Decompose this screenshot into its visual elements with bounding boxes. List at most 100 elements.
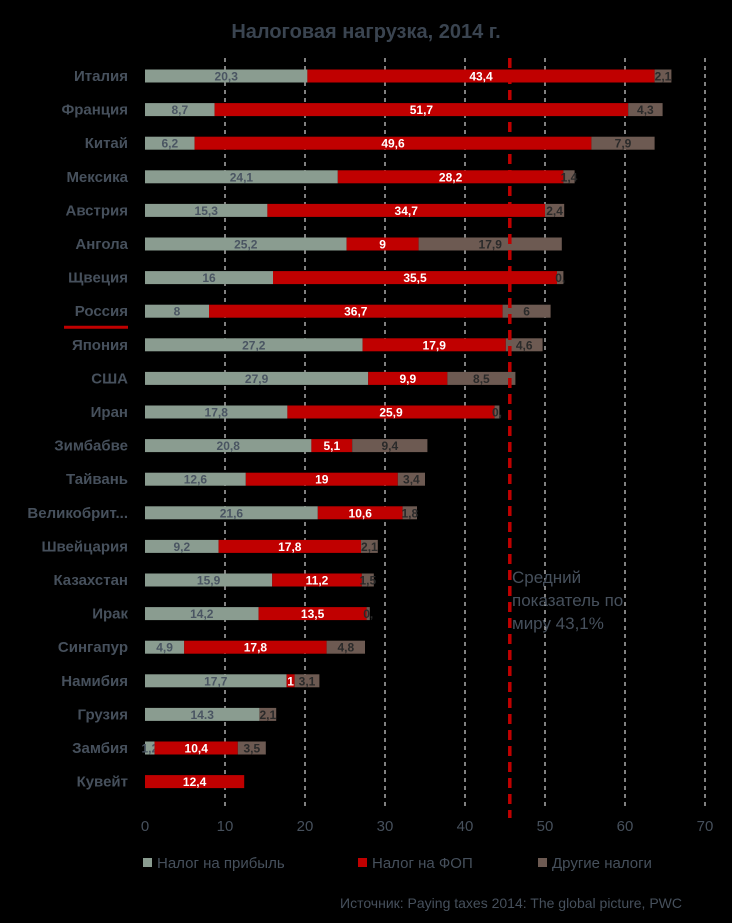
data-label-other-9: 8,5 [473,372,490,386]
country-label-8: Япония [72,337,128,354]
bar-payroll-1 [214,103,629,117]
bar-other-3 [563,170,575,184]
bar-payroll-12 [245,472,398,486]
bar-other-17 [326,640,365,654]
bar-other-10 [494,405,500,419]
data-label-payroll-6: 35,5 [403,271,427,285]
bar-other-18 [294,674,320,688]
data-label-payroll-1: 51,7 [410,103,434,117]
world-average-note: Средний показатель по миру 43,1% [512,568,628,633]
bar-other-11 [352,439,428,453]
bar-other-14 [361,539,378,553]
chart-title: Налоговая нагрузка, 2014 г. [231,21,500,43]
country-label-14: Швейцария [41,538,128,555]
country-label-17: Сингапур [58,639,128,656]
country-label-18: Намибия [61,673,128,690]
data-label-other-12: 3,4 [403,473,420,487]
bar-payroll-4 [267,203,545,217]
bar-payroll-21 [145,775,245,789]
data-label-other-5: 17,9 [479,238,503,252]
data-label-payroll-0: 43,4 [469,70,493,84]
data-label-other-2: 7,9 [615,137,632,151]
country-label-13: Великобрит... [27,505,128,522]
bar-other-20 [237,741,266,755]
x-tick-label-0: 0 [141,818,149,835]
data-label-other-11: 9,4 [381,439,398,453]
bar-payroll-6 [273,271,557,285]
data-label-payroll-18: 1 [287,674,294,688]
bar-profit-12 [145,472,246,486]
data-label-other-19: 2,1 [259,708,276,722]
bar-payroll-3 [337,170,564,184]
data-label-other-8: 4,6 [516,338,533,352]
bar-payroll-5 [346,237,419,251]
bar-profit-16 [145,607,259,621]
x-tick-label-10: 10 [217,818,234,835]
bar-other-13 [402,506,417,520]
bar-other-4 [545,203,565,217]
data-label-payroll-9: 9,9 [399,372,416,386]
data-label-other-1: 4,3 [637,103,654,117]
country-label-6: Щвеция [68,270,128,287]
source-note: Источник: Paying taxes 2014: The global … [340,895,682,911]
bar-other-19 [259,707,277,721]
bar-profit-0 [145,69,308,83]
bar-profit-11 [145,439,312,453]
bar-payroll-20 [154,741,238,755]
data-label-other-6: 0, [555,271,565,285]
data-label-profit-18: 17,7 [204,674,228,688]
data-label-profit-15: 15,9 [197,574,221,588]
data-label-payroll-7: 36,7 [344,305,368,319]
bar-payroll-18 [286,674,295,688]
note-line-3: миру 43,1% [512,614,604,633]
legend-label-payroll: Налог на ФОП [372,855,473,872]
bar-payroll-2 [194,136,592,150]
bar-other-15 [361,573,374,587]
note-line-1: Средний [512,568,581,587]
bar-other-12 [397,472,425,486]
bar-profit-4 [145,203,268,217]
bar-payroll-16 [258,607,367,621]
bar-other-8 [505,338,543,352]
x-tick-label-40: 40 [457,818,474,835]
bar-other-6 [557,271,564,285]
note-line-2: показатель по [512,591,623,610]
bar-payroll-0 [307,69,655,83]
bar-payroll-13 [317,506,403,520]
bar-other-1 [628,103,663,117]
data-label-profit-7: 8 [174,305,181,319]
bar-profit-7 [145,304,209,318]
bar-payroll-17 [184,640,327,654]
country-label-11: Зимбабве [54,438,128,455]
data-label-payroll-4: 34,7 [395,204,419,218]
bar-profit-18 [145,674,287,688]
country-label-21: Кувейт [77,774,128,791]
country-label-19: Грузия [78,706,128,723]
data-label-other-15: 1,5 [359,574,376,588]
legend-swatch-profit [143,858,152,867]
data-label-profit-1: 8,7 [171,103,188,117]
data-label-payroll-12: 19 [315,473,329,487]
data-label-other-14: 2,1 [361,540,378,554]
data-label-other-17: 4,8 [337,641,354,655]
data-label-profit-3: 24,1 [230,170,254,184]
data-label-profit-6: 16 [202,271,216,285]
x-axis-ticks: 0 10 20 30 40 50 60 70 [141,818,714,835]
data-label-profit-12: 12,6 [184,473,208,487]
data-label-profit-14: 9,2 [173,540,190,554]
bar-profit-1 [145,103,215,117]
x-tick-label-30: 30 [377,818,394,835]
data-label-profit-20: 1,2 [141,742,158,756]
bar-profit-8 [145,338,363,352]
country-label-10: Иран [91,404,128,421]
data-label-other-10: 0, [492,406,502,420]
data-label-other-20: 3,5 [243,742,260,756]
data-label-profit-13: 21,6 [220,506,244,520]
bar-other-7 [502,304,551,318]
country-label-4: Австрия [65,202,128,219]
country-label-0: Италия [74,68,128,85]
data-label-profit-19: 14.3 [191,708,215,722]
data-label-profit-9: 27,9 [245,372,269,386]
bar-payroll-9 [368,371,448,385]
